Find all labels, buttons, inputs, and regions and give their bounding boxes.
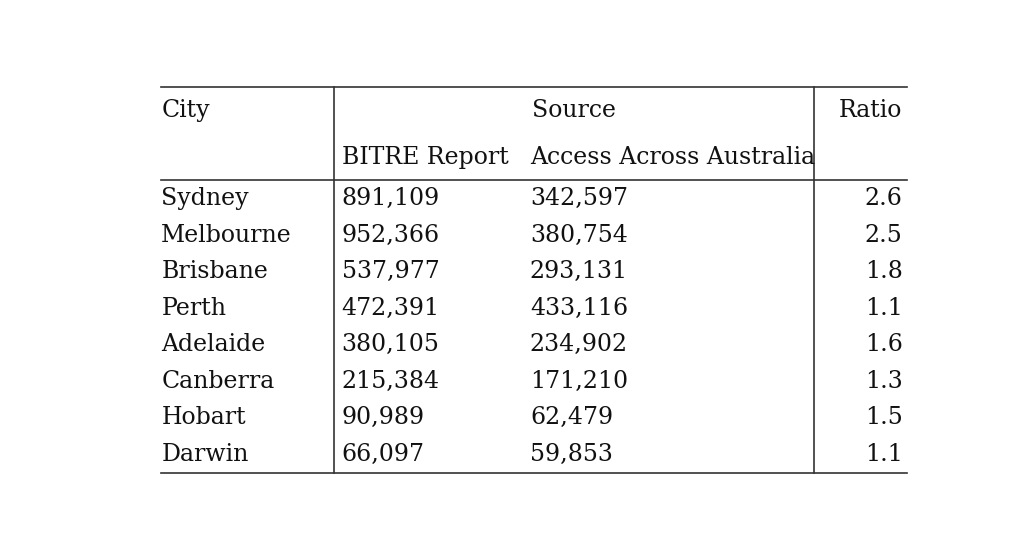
- Text: 1.1: 1.1: [864, 443, 903, 466]
- Text: Canberra: Canberra: [161, 370, 275, 393]
- Text: Darwin: Darwin: [161, 443, 249, 466]
- Text: Source: Source: [533, 99, 616, 122]
- Text: 1.6: 1.6: [864, 333, 903, 356]
- Text: Brisbane: Brisbane: [161, 260, 268, 283]
- Text: 537,977: 537,977: [341, 260, 439, 283]
- Text: 59,853: 59,853: [529, 443, 613, 466]
- Text: Access Across Australia: Access Across Australia: [529, 146, 815, 168]
- Text: 1.1: 1.1: [864, 296, 903, 320]
- Text: 234,902: 234,902: [529, 333, 628, 356]
- Text: 952,366: 952,366: [341, 224, 439, 246]
- Text: 171,210: 171,210: [529, 370, 628, 393]
- Text: Hobart: Hobart: [161, 406, 246, 429]
- Text: 1.5: 1.5: [864, 406, 903, 429]
- Text: Ratio: Ratio: [840, 99, 903, 122]
- Text: 2.6: 2.6: [864, 187, 903, 210]
- Text: 90,989: 90,989: [341, 406, 425, 429]
- Text: 891,109: 891,109: [341, 187, 439, 210]
- Text: 215,384: 215,384: [341, 370, 439, 393]
- Text: 293,131: 293,131: [529, 260, 628, 283]
- Text: City: City: [161, 99, 210, 122]
- Text: 433,116: 433,116: [529, 296, 628, 320]
- Text: 380,105: 380,105: [341, 333, 439, 356]
- Text: 1.8: 1.8: [864, 260, 903, 283]
- Text: 2.5: 2.5: [864, 224, 903, 246]
- Text: 472,391: 472,391: [341, 296, 439, 320]
- Text: 66,097: 66,097: [341, 443, 425, 466]
- Text: Sydney: Sydney: [161, 187, 249, 210]
- Text: Adelaide: Adelaide: [161, 333, 266, 356]
- Text: Melbourne: Melbourne: [161, 224, 292, 246]
- Text: 380,754: 380,754: [529, 224, 628, 246]
- Text: BITRE Report: BITRE Report: [341, 146, 509, 168]
- Text: 62,479: 62,479: [529, 406, 613, 429]
- Text: Perth: Perth: [161, 296, 226, 320]
- Text: 342,597: 342,597: [529, 187, 628, 210]
- Text: 1.3: 1.3: [864, 370, 903, 393]
